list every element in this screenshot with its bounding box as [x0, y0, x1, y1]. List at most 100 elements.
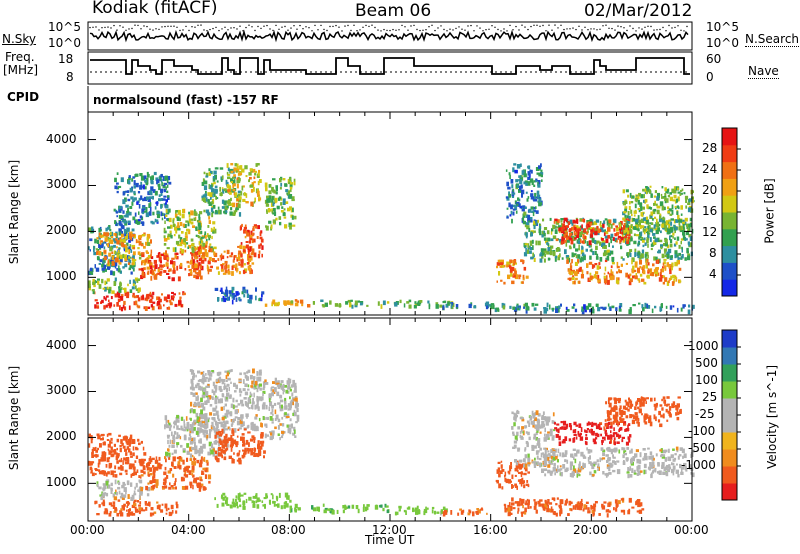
- data-cell: [595, 275, 598, 280]
- data-cell: [271, 208, 274, 213]
- data-cell: [101, 470, 104, 475]
- data-cell: [616, 271, 619, 274]
- data-cell: [221, 175, 224, 180]
- data-cell: [649, 237, 652, 242]
- data-cell: [116, 246, 118, 249]
- data-cell: [237, 199, 242, 203]
- data-cell: [196, 382, 200, 386]
- data-cell: [226, 205, 229, 209]
- data-cell: [137, 247, 140, 250]
- data-cell: [138, 256, 142, 260]
- data-cell: [530, 243, 533, 246]
- data-cell: [657, 462, 660, 465]
- data-cell: [170, 232, 172, 237]
- data-cell: [108, 238, 112, 244]
- data-cell: [691, 304, 695, 309]
- data-cell: [250, 425, 254, 430]
- data-cell: [181, 304, 183, 308]
- data-cell: [196, 459, 200, 464]
- data-cell: [204, 378, 207, 383]
- data-cell: [571, 222, 574, 226]
- data-cell: [251, 385, 255, 389]
- data-cell: [208, 216, 211, 220]
- data-cell: [606, 275, 608, 281]
- nsearch-point: [182, 29, 184, 31]
- data-cell: [595, 245, 598, 250]
- data-cell: [142, 509, 146, 512]
- data-cell: [504, 471, 507, 477]
- data-cell: [155, 456, 158, 462]
- data-cell: [651, 458, 654, 462]
- nsearch-point: [683, 30, 685, 32]
- data-cell: [256, 398, 260, 402]
- data-cell: [682, 223, 685, 229]
- data-cell: [152, 301, 156, 304]
- data-cell: [175, 240, 180, 245]
- nsearch-point: [575, 28, 577, 31]
- data-cell: [198, 413, 202, 418]
- data-cell: [176, 442, 180, 446]
- data-cell: [288, 194, 293, 199]
- data-cell: [221, 255, 225, 260]
- data-cell: [128, 256, 131, 259]
- data-cell: [138, 511, 141, 515]
- data-cell: [601, 229, 605, 233]
- data-cell: [296, 414, 300, 419]
- power-panel: [87, 111, 695, 316]
- data-cell: [128, 439, 132, 445]
- data-cell: [151, 512, 155, 516]
- data-cell: [233, 452, 235, 455]
- data-cell: [172, 219, 175, 224]
- data-cell: [249, 294, 253, 300]
- data-cell: [508, 191, 510, 196]
- data-cell: [672, 458, 676, 462]
- data-cell: [205, 430, 208, 435]
- data-cell: [652, 209, 656, 215]
- data-cell: [583, 235, 587, 240]
- data-cell: [261, 245, 264, 250]
- data-cell: [415, 510, 419, 515]
- nsearch-point: [536, 24, 538, 26]
- data-cell: [236, 164, 239, 169]
- data-cell: [102, 501, 106, 507]
- data-cell: [590, 229, 593, 233]
- data-cell: [201, 240, 203, 244]
- data-cell: [287, 403, 291, 407]
- data-cell: [104, 297, 107, 301]
- data-cell: [283, 300, 287, 305]
- data-cell: [660, 275, 664, 279]
- data-cell: [163, 188, 167, 193]
- data-cell: [541, 179, 543, 182]
- nsearch-point: [644, 26, 646, 28]
- data-cell: [106, 494, 108, 497]
- data-cell: [601, 238, 604, 241]
- data-cell: [613, 228, 616, 232]
- data-cell: [217, 435, 221, 439]
- data-cell: [253, 500, 256, 505]
- data-cell: [681, 468, 683, 473]
- data-cell: [610, 451, 613, 455]
- nsearch-point: [389, 29, 391, 32]
- data-cell: [670, 221, 673, 226]
- data-cell: [209, 192, 213, 197]
- data-cell: [121, 215, 124, 219]
- nsearch-point: [269, 28, 271, 30]
- data-cell: [513, 163, 517, 166]
- data-cell: [589, 308, 593, 313]
- data-cell: [243, 397, 247, 400]
- data-cell: [144, 210, 147, 213]
- data-cell: [644, 242, 647, 246]
- data-cell: [572, 468, 577, 473]
- data-cell: [166, 434, 171, 437]
- data-cell: [190, 221, 194, 225]
- data-cell: [682, 221, 686, 225]
- data-cell: [644, 221, 647, 224]
- data-cell: [209, 412, 213, 416]
- data-cell: [260, 432, 264, 437]
- data-cell: [653, 202, 656, 206]
- data-cell: [119, 296, 124, 301]
- data-cell: [536, 419, 540, 424]
- data-cell: [140, 458, 144, 463]
- data-cell: [523, 484, 526, 489]
- data-cell: [257, 254, 261, 259]
